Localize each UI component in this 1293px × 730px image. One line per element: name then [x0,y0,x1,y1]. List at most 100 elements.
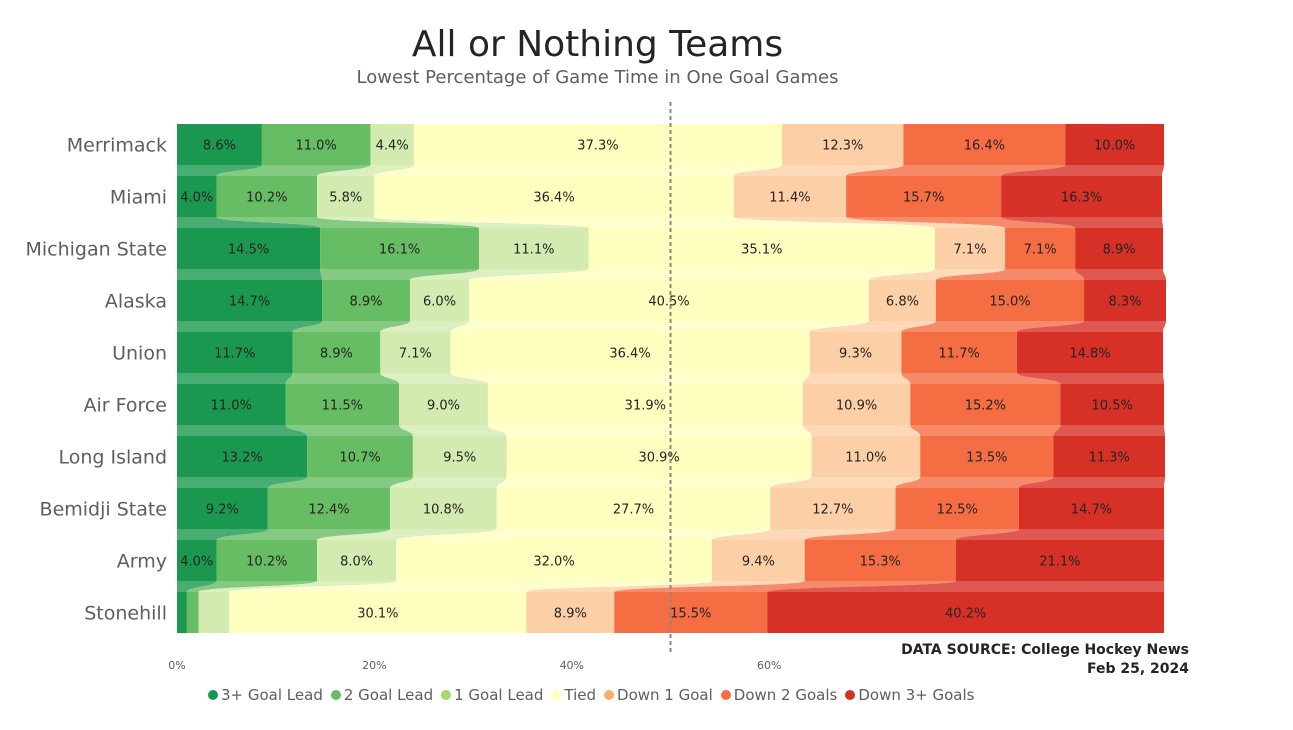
ribbon-3-goal-lead [177,269,323,280]
data-label: 5.8% [329,191,362,206]
ribbon-down-2-goals [846,217,1076,228]
ribbon-2-goal-lead [320,269,480,280]
data-label: 27.7% [613,503,654,518]
ribbon-down-2-goals [804,529,1019,540]
data-label: 11.3% [1089,451,1130,466]
data-label: 32.0% [533,555,574,570]
bar-row-long-island: 13.2% 10.7% 9.5% 30.9% 11.0% 13.5% 11.3% [177,436,1165,477]
data-label: 7.1% [399,347,432,362]
data-label: 9.3% [839,347,872,362]
ribbon-2-goal-lead [267,477,413,488]
bar-segment-1-goal-lead [380,332,451,373]
bar-segment-1-goal-lead [412,436,507,477]
bar-segment-1-goal-lead [409,280,470,321]
bar-segment-down-3-goals [1016,332,1164,373]
data-label: 11.1% [513,243,554,258]
legend-label: Tied [564,686,597,704]
bar-segment-3-goal-lead [177,332,293,373]
bar-segment-down-1-goal [802,384,911,425]
legend-item-down-3-goals[interactable]: Down 3+ Goals [845,686,974,704]
data-label: 10.9% [836,399,877,414]
data-label: 8.9% [554,607,587,622]
ribbon-down-1-goal [711,529,896,540]
data-source-text: DATA SOURCE: College Hockey News [901,642,1189,658]
bar-segment-2-goal-lead [186,592,199,633]
data-label: 8.9% [320,347,353,362]
data-label: 15.2% [965,399,1006,414]
data-label: 12.7% [812,503,853,518]
category-label: Merrimack [67,135,167,157]
legend-item-3-goal-lead[interactable]: 3+ Goal Lead [208,686,323,704]
legend-item-tied[interactable]: Tied [551,686,596,704]
ribbon-tied [396,529,771,540]
chart-title: All or Nothing Teams [411,24,784,65]
data-label: 14.7% [229,295,270,310]
bar-segment-1-goal-lead [479,228,589,269]
legend-marker [208,690,218,700]
bar-segment-down-3-goals [1053,436,1165,477]
ribbon-3-goal-lead [177,529,268,540]
data-label: 9.5% [443,451,476,466]
data-label: 15.3% [860,555,901,570]
bar-segment-down-2-goals [903,124,1066,165]
legend-label: 2 Goal Lead [343,686,434,704]
bar-row-miami: 4.0% 10.2% 5.8% 36.4% 11.4% 15.7% 16.3% [177,176,1163,217]
ribbon-down-2-goals [614,581,956,592]
bar-segment-down-1-goal [711,540,805,581]
bar-row-army: 4.0% 10.2% 8.0% 32.0% 9.4% 15.3% 21.1% [177,540,1164,581]
legend-item-2-goal-lead[interactable]: 2 Goal Lead [330,686,434,704]
data-label: 11.4% [769,191,810,206]
chart-legend: 3+ Goal Lead 2 Goal Lead 1 Goal Lead Tied Do… [208,686,982,704]
bar-segment-down-2-goals [936,280,1085,321]
ribbon-down-2-goals [846,165,1066,176]
ribbon-tied [469,269,936,280]
ribbon-tied [450,321,869,332]
ribbon-down-2-goals [901,373,1061,384]
data-label: 40.2% [945,607,986,622]
category-label: Michigan State [25,239,167,261]
category-label: Union [112,343,167,365]
ribbon-down-3-goals [1001,165,1164,176]
data-label: 4.0% [180,555,213,570]
data-label: 7.1% [1024,243,1057,258]
ribbon-tied [374,165,783,176]
legend-item-down-1-goal[interactable]: Down 1 Goal [604,686,713,704]
ribbon-2-goal-lead [285,425,413,436]
category-label: Alaska [105,291,167,313]
x-tick-label: 60% [757,659,781,672]
bar-row-alaska: 14.7% 8.9% 6.0% 40.5% 6.8% 15.0% 8.3% [177,280,1166,321]
data-label: 10.0% [1094,139,1135,154]
bar-segment-down-3-goals [1075,228,1164,269]
ribbon-down-1-goal [868,269,1006,280]
data-label: 6.0% [423,295,456,310]
bar-segment-tied [413,124,783,165]
bar-segment-down-2-goals [804,540,956,581]
data-label: 11.7% [214,347,255,362]
ribbon-tied [374,217,936,228]
ribbon-3-goal-lead [177,477,308,488]
bar-segment-2-goal-lead [322,280,410,321]
bar-segment-tied [396,540,712,581]
bar-segment-3-goal-lead [177,436,308,477]
data-label: 14.8% [1069,347,1110,362]
data-label: 6.8% [886,295,919,310]
ribbon-1-goal-lead [380,373,488,384]
bar-segment-down-1-goal [868,280,937,321]
legend-item-down-2-goals[interactable]: Down 2 Goals [720,686,838,704]
bar-segment-tied [469,280,869,321]
data-label: 21.1% [1039,555,1080,570]
ribbon-3-goal-lead [177,165,262,176]
category-label: Bemidji State [40,499,167,521]
data-label: 15.7% [903,191,944,206]
bar-row-merrimack: 8.6% 11.0% 4.4% 37.3% 12.3% 16.4% 10.0% [177,124,1164,165]
bar-segment-3-goal-lead [177,280,323,321]
ribbon-1-goal-lead [399,425,507,436]
ribbon-down-3-goals [1016,321,1166,332]
bar-segment-down-3-goals [1084,280,1166,321]
data-label: 14.7% [1071,503,1112,518]
data-label: 14.5% [228,243,269,258]
legend-label: Down 2 Goals [733,686,838,704]
legend-item-1-goal-lead[interactable]: 1 Goal Lead [441,686,543,704]
ribbon-3-goal-lead [177,373,293,384]
